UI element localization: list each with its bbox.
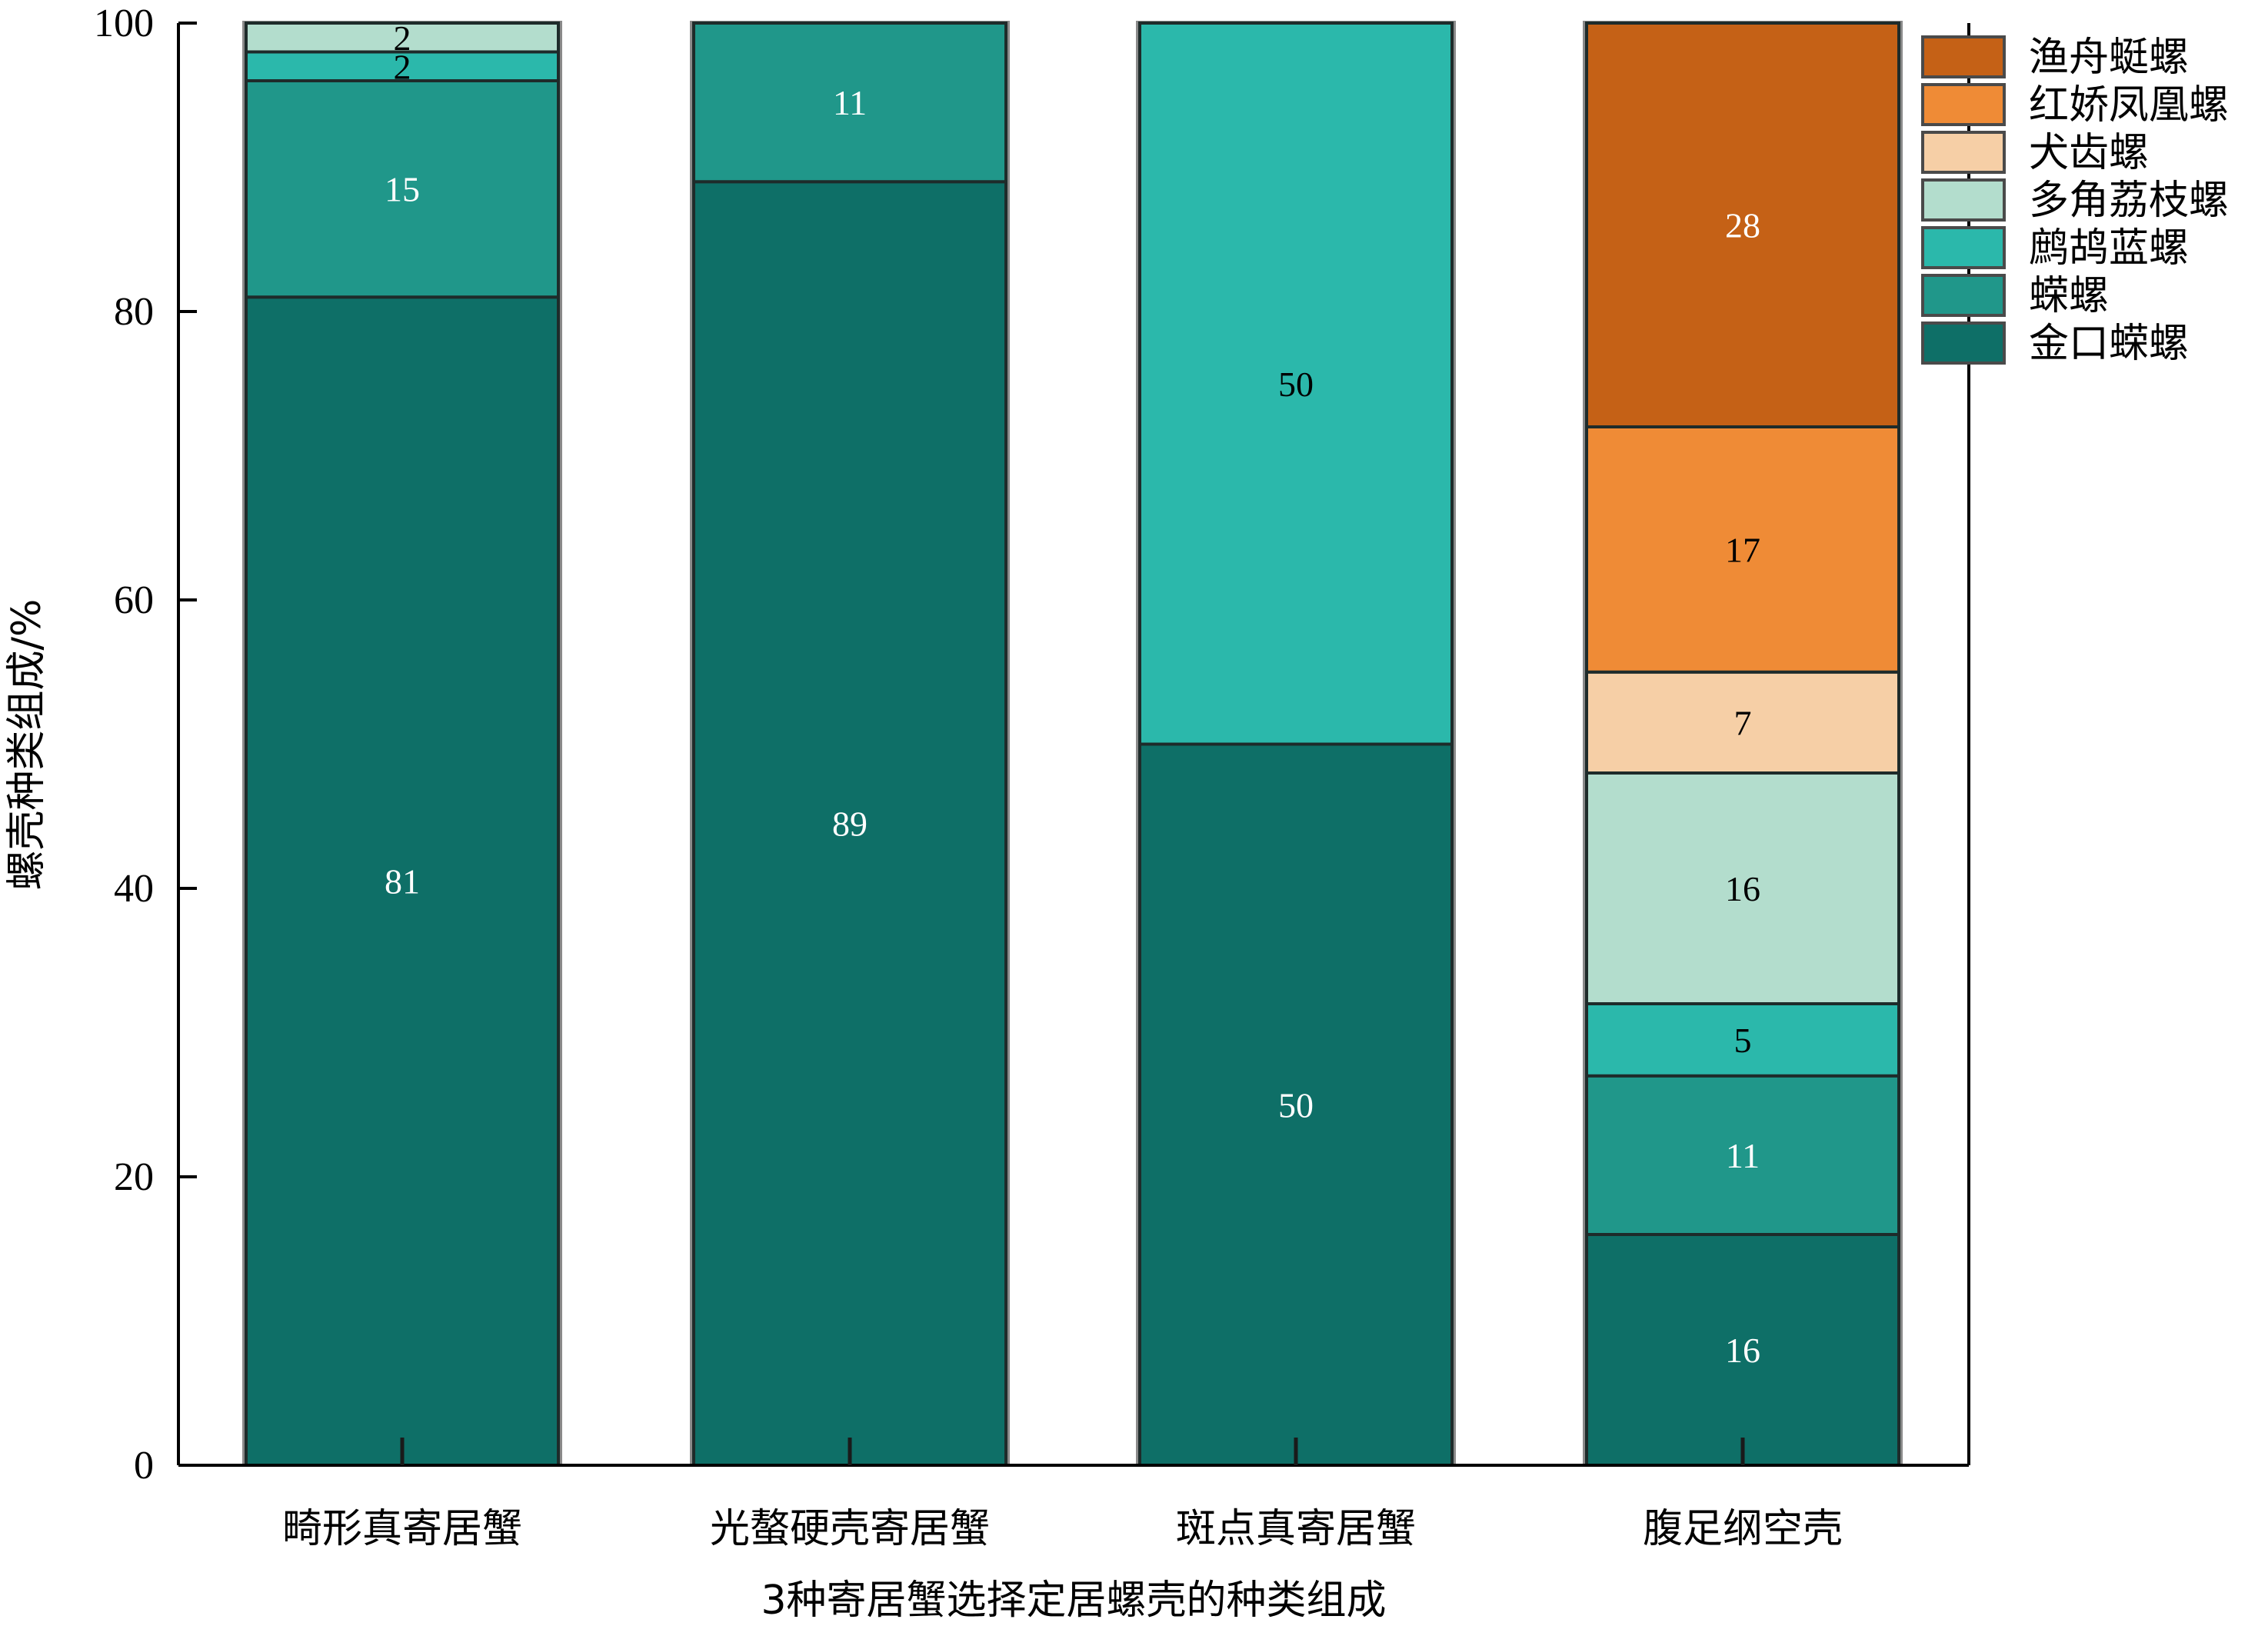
bar-segment bbox=[1585, 22, 1900, 428]
ticks-layer: 0 20 40 60 80 100 bbox=[94, 2, 1745, 1488]
legend-label: 鹧鸪蓝螺 bbox=[2029, 225, 2189, 272]
bar-segment bbox=[1138, 22, 1454, 746]
data-label: 28 bbox=[1725, 206, 1760, 245]
legend-label: 渔舟蜓螺 bbox=[2029, 35, 2189, 81]
data-label: 17 bbox=[1725, 530, 1760, 569]
data-label: 2 bbox=[394, 47, 411, 86]
bar-segment bbox=[1585, 1233, 1900, 1467]
y-tick-label: 60 bbox=[114, 578, 154, 622]
x-tick-label: 畸形真寄居蟹 bbox=[282, 1506, 522, 1552]
data-label: 16 bbox=[1725, 869, 1760, 908]
bar-segment bbox=[1585, 670, 1900, 775]
data-label: 89 bbox=[832, 805, 868, 844]
data-label: 16 bbox=[1725, 1331, 1760, 1370]
bar-segment bbox=[1585, 1002, 1900, 1078]
data-label: 2 bbox=[394, 18, 411, 58]
legend-swatch bbox=[1921, 35, 2006, 78]
bar-segment bbox=[692, 180, 1007, 1467]
y-tick-label: 100 bbox=[94, 2, 154, 45]
bar-segment bbox=[245, 22, 560, 54]
data-label: 11 bbox=[833, 83, 867, 122]
bar-segment bbox=[1138, 742, 1454, 1467]
bar-segment bbox=[1585, 1074, 1900, 1236]
labels-layer: 81 15 22 畸形真寄居蟹 89 11 光螯硬壳寄居蟹 50 50 斑点真寄居蟹 16 11 5 16… bbox=[282, 18, 1843, 1552]
legend-label: 蝾螺 bbox=[2029, 273, 2109, 319]
legend-label: 多角荔枝螺 bbox=[2029, 178, 2229, 224]
data-label: 50 bbox=[1278, 1085, 1314, 1125]
legend-swatch bbox=[1921, 226, 2006, 269]
data-label: 81 bbox=[385, 862, 420, 901]
legend-swatch bbox=[1921, 322, 2006, 365]
y-tick-label: 80 bbox=[114, 290, 154, 334]
y-tick-label: 20 bbox=[114, 1155, 154, 1199]
legend-swatch bbox=[1921, 274, 2006, 317]
data-label: 5 bbox=[1734, 1021, 1752, 1060]
legend-label: 金口蝾螺 bbox=[2029, 321, 2189, 367]
x-tick-label: 光螯硬壳寄居蟹 bbox=[710, 1506, 990, 1552]
x-tick-label: 腹足纲空壳 bbox=[1643, 1506, 1843, 1552]
x-tick-label: 斑点真寄居蟹 bbox=[1176, 1506, 1416, 1552]
legend-label: 红娇凤凰螺 bbox=[2029, 82, 2229, 128]
data-label: 15 bbox=[385, 170, 420, 209]
bars-layer bbox=[242, 21, 1903, 1467]
legend-swatch bbox=[1921, 178, 2006, 222]
bar-segment bbox=[245, 79, 560, 299]
y-tick-label: 0 bbox=[134, 1444, 154, 1488]
x-axis-title: 3种寄居蟹选择定居螺壳的种类组成 bbox=[761, 1578, 1386, 1624]
y-axis-title: 螺壳种类组成/% bbox=[4, 599, 50, 891]
legend-swatch bbox=[1921, 131, 2006, 174]
bar-segment bbox=[1585, 771, 1900, 1005]
data-label: 50 bbox=[1278, 365, 1314, 404]
legend-swatch bbox=[1921, 83, 2006, 126]
data-label: 11 bbox=[1726, 1136, 1760, 1175]
bar-segment bbox=[1585, 425, 1900, 674]
data-label: 7 bbox=[1734, 703, 1752, 742]
bar-segment bbox=[692, 22, 1007, 184]
legend-label: 犬齿螺 bbox=[2029, 130, 2149, 176]
y-tick-label: 40 bbox=[114, 867, 154, 911]
